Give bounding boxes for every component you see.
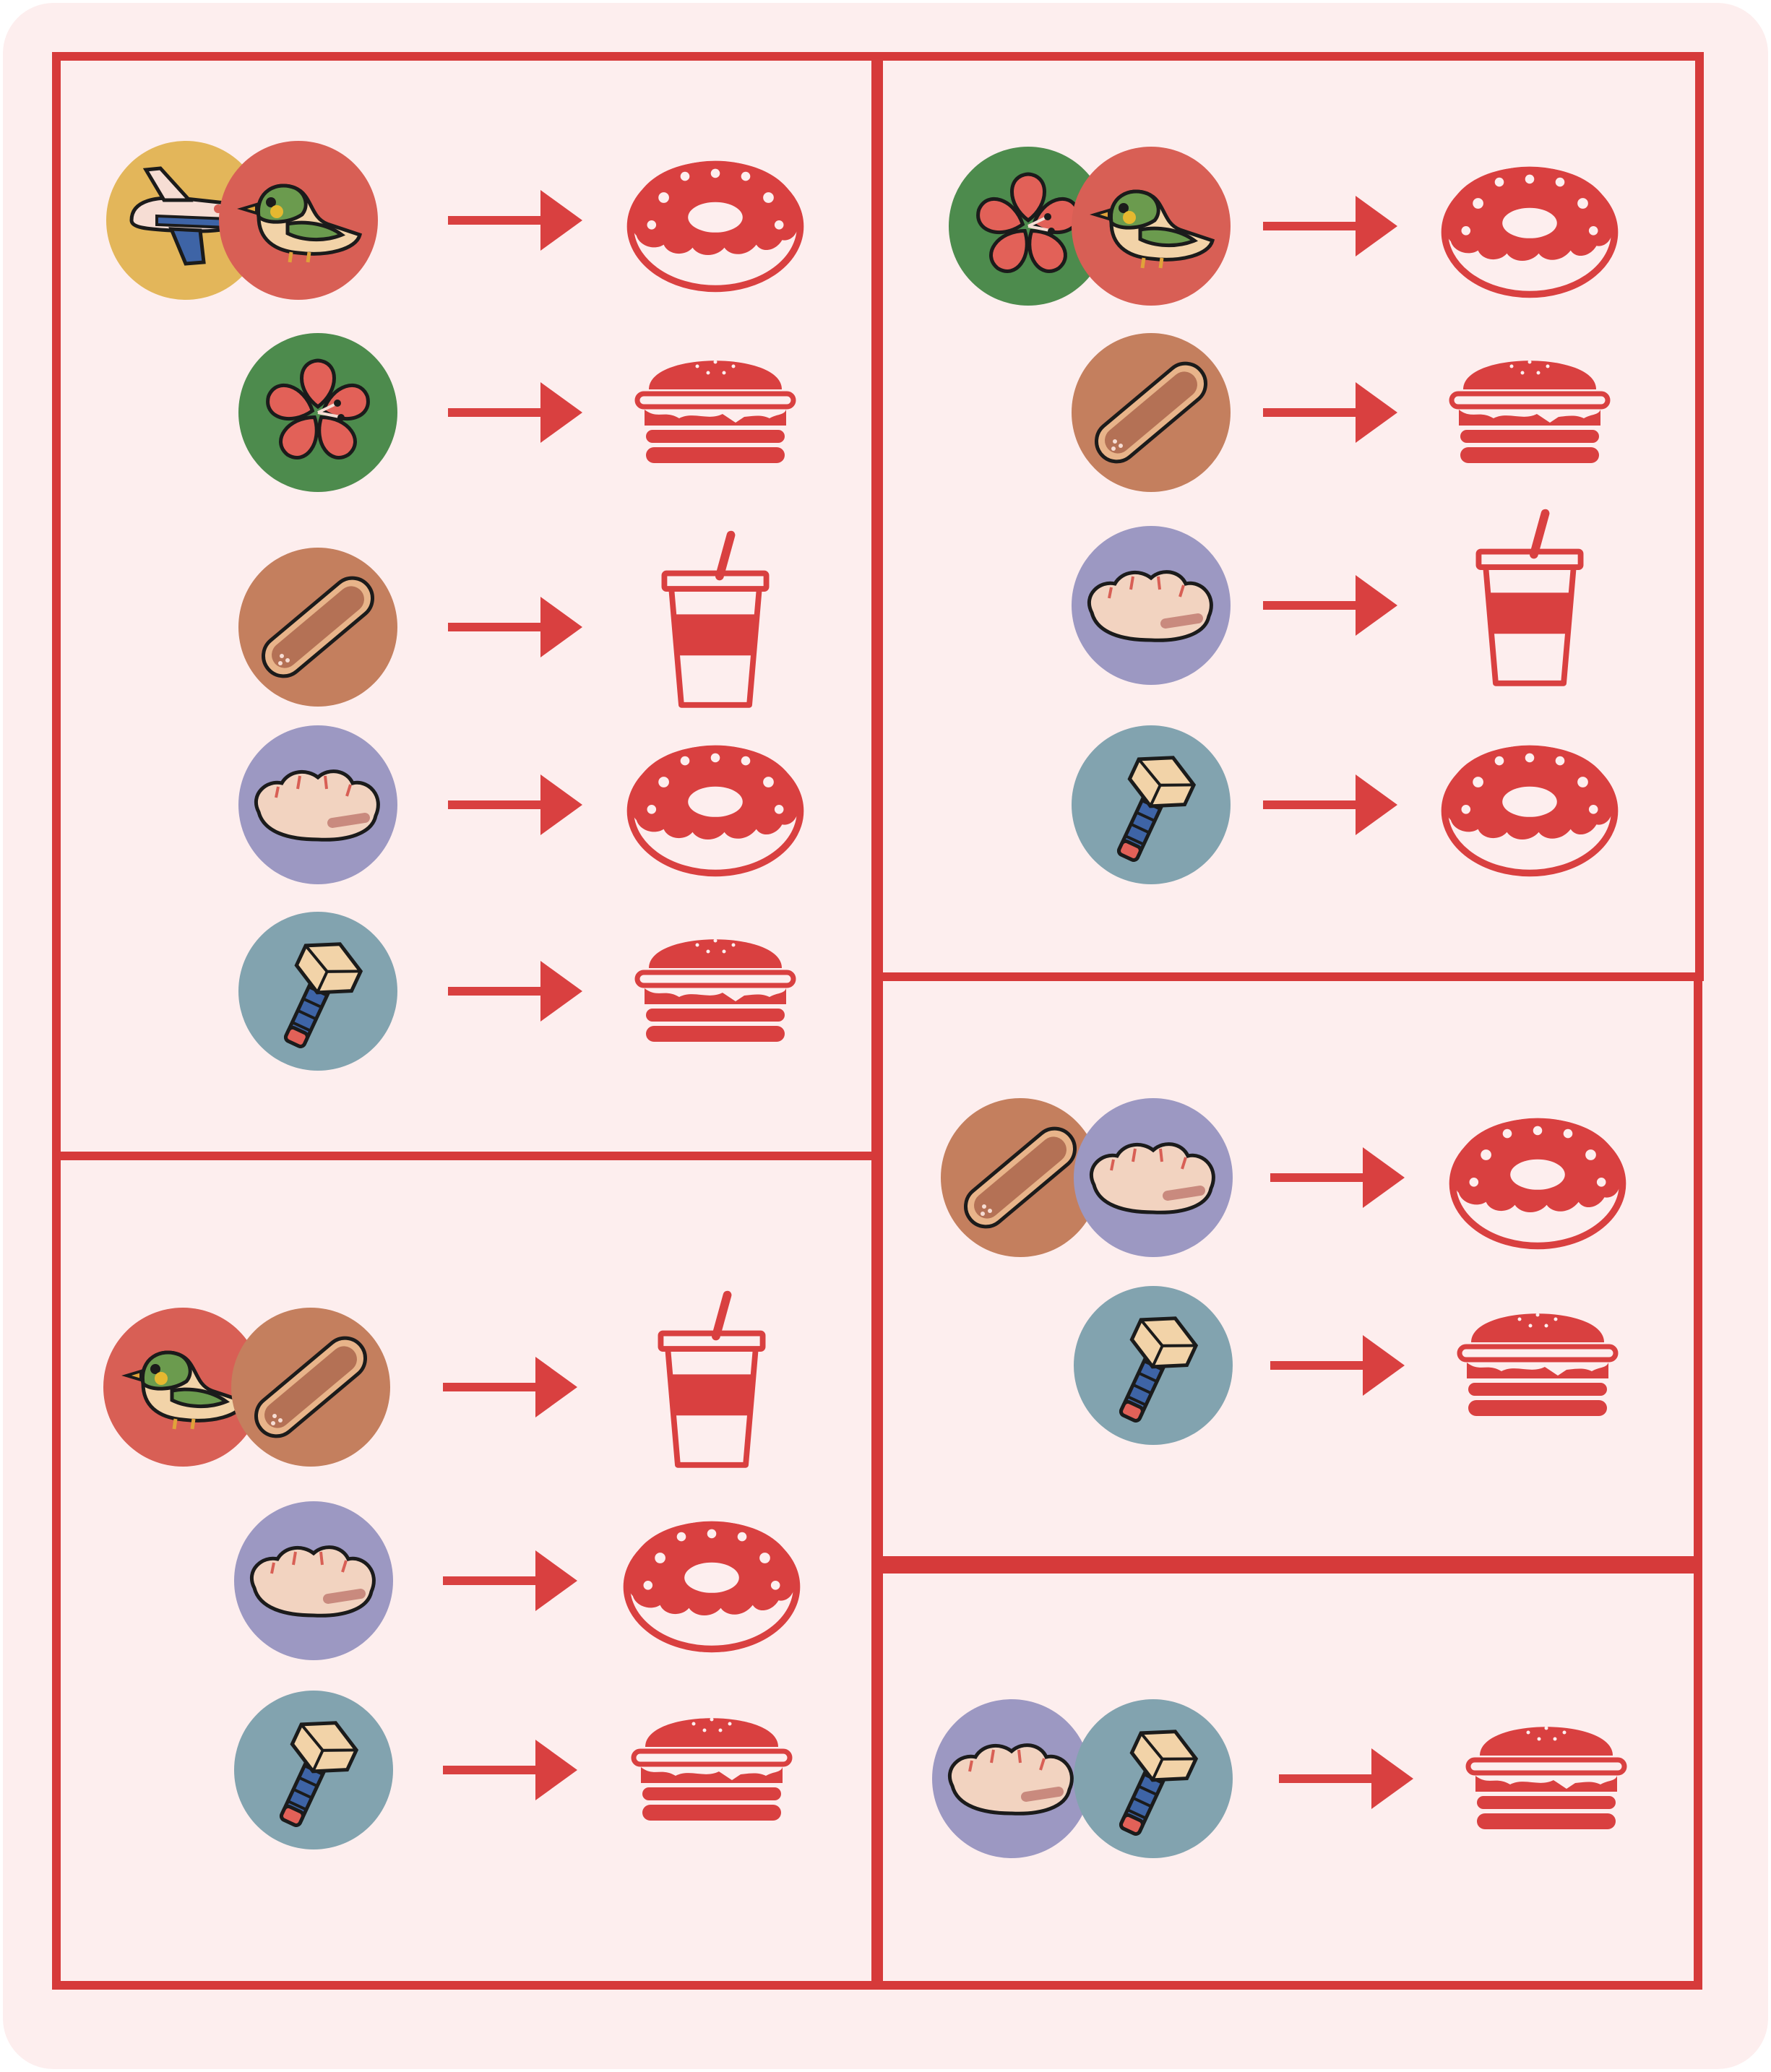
dumpling-icon[interactable] (1072, 526, 1231, 685)
bolt-icon[interactable] (1074, 1286, 1233, 1445)
dumpling-icon[interactable] (932, 1699, 1091, 1858)
bird-icon[interactable] (219, 141, 378, 300)
panel-frames (52, 52, 1704, 1990)
bread-icon[interactable] (231, 1308, 390, 1467)
bread-icon[interactable] (238, 548, 397, 707)
flower-icon[interactable] (238, 333, 397, 492)
bolt-icon[interactable] (1074, 1699, 1233, 1858)
card-background (3, 3, 1768, 2069)
dumpling-icon[interactable] (238, 725, 397, 884)
dumpling-icon[interactable] (234, 1501, 393, 1660)
bolt-icon[interactable] (1072, 725, 1231, 884)
bolt-icon[interactable] (238, 912, 397, 1071)
dumpling-icon[interactable] (1074, 1098, 1233, 1257)
bread-icon[interactable] (1072, 333, 1231, 492)
bird-icon[interactable] (1072, 147, 1231, 306)
panel-bottom-right (874, 1565, 1702, 1990)
bolt-icon[interactable] (234, 1691, 393, 1849)
